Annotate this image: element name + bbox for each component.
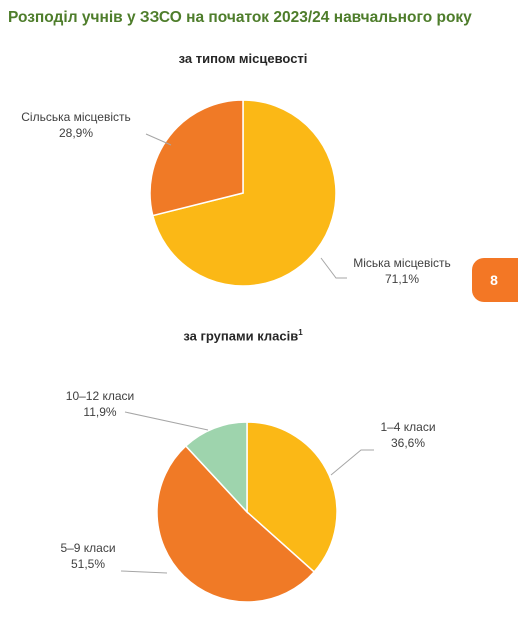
chart-1-leader-line-1	[320, 257, 347, 279]
chart-1-slice-1	[151, 99, 337, 287]
chart-1-slice-2-label: Сільська місцевість	[21, 110, 130, 124]
chart-2-title-text: за групами класів	[183, 328, 299, 344]
chart-2-leader-line-3	[124, 411, 209, 431]
chart-1-slice-2-value: 28,9%	[59, 126, 93, 140]
chart-1-slice-1-label: Міська місцевість	[353, 256, 451, 270]
chart-2-slice-2-value: 51,5%	[71, 557, 105, 571]
footnote-marker: 1	[298, 328, 303, 337]
page-number: 8	[490, 272, 498, 288]
chart-2-leader-line-2	[120, 570, 168, 574]
chart-2-slice-3	[184, 421, 248, 514]
chart-2-slice-3-label: 10–12 класи	[66, 389, 134, 403]
page-number-badge: 8	[472, 258, 518, 302]
chart-2-leader-line-1	[330, 449, 374, 476]
chart-1-slice-2	[149, 99, 244, 217]
chart-2-slice-1-label: 1–4 класи	[380, 420, 435, 434]
chart-2-slice-2-label: 5–9 класи	[60, 541, 115, 555]
chart-1-title: за типом місцевості	[0, 51, 486, 66]
chart-1-slice-1-value: 71,1%	[385, 272, 419, 286]
chart-2-title: за групами класів1	[0, 328, 486, 343]
chart-2-slice-2	[156, 444, 316, 603]
chart-1-title-text: за типом місцевості	[178, 51, 308, 66]
chart-2-slice-1	[246, 421, 338, 573]
chart-2-slice-3-value: 11,9%	[83, 405, 116, 419]
chart-2-slice-1-value: 36,6%	[391, 436, 425, 450]
chart-1-leader-line-2	[145, 133, 172, 146]
page-title: Розподіл учнів у ЗЗСО на початок 2023/24…	[8, 9, 472, 26]
